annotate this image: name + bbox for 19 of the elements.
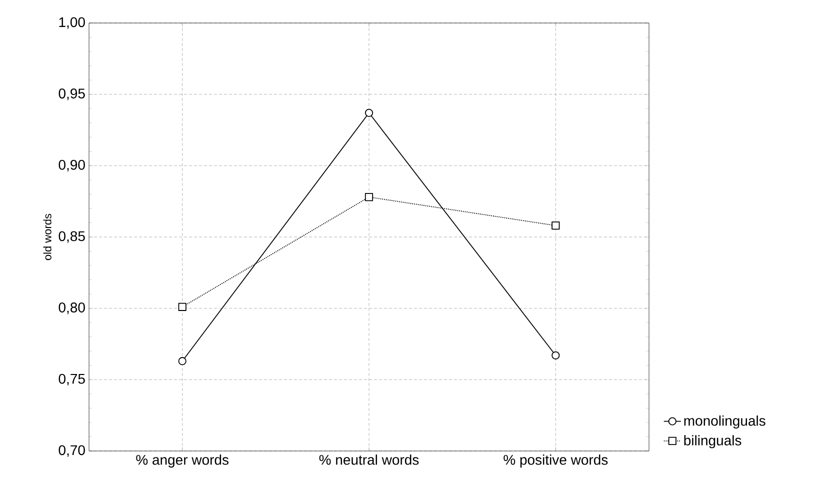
y-tick-label: 0,80 — [58, 302, 85, 314]
point — [552, 351, 560, 360]
legend-label: bilinguals — [684, 435, 742, 448]
x-tick-label: % positive words — [504, 454, 608, 468]
y-tick-label: 1,00 — [59, 17, 85, 29]
point — [552, 222, 560, 230]
y-tick-label: 0,90 — [58, 160, 85, 172]
point — [364, 192, 374, 202]
y-tick-label: 0,75 — [58, 374, 85, 386]
x-tick-label: % anger words — [136, 454, 228, 468]
x-tick-label: % neutral words — [319, 454, 419, 465]
point — [178, 357, 186, 366]
y-tick-label: 0,70 — [58, 445, 85, 457]
point — [364, 108, 374, 117]
y-axis-title: old words — [43, 214, 52, 260]
legend-label: monolinguals — [684, 415, 766, 429]
y-tick-label: 0,85 — [58, 231, 85, 243]
y-tick-label: 0,95 — [58, 88, 85, 100]
point — [178, 302, 186, 311]
